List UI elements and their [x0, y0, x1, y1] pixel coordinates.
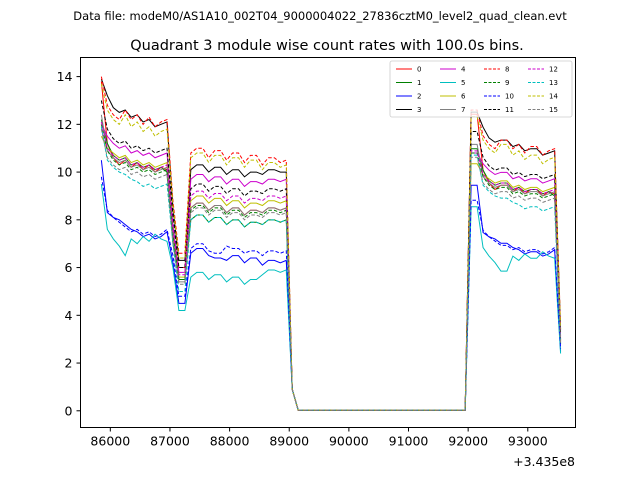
- y-tick-label: 12: [57, 117, 73, 132]
- y-axis: 0 2 4 6 8 10 12 14: [57, 69, 81, 418]
- series-line-15: [100, 129, 562, 411]
- series-line-13: [100, 126, 562, 411]
- legend-label-1: 1: [417, 79, 421, 87]
- data-file-header: Data file: modeM0/AS1A10_002T04_90000040…: [73, 9, 567, 23]
- x-tick-label: 93000: [508, 434, 548, 449]
- legend-label-5: 5: [461, 79, 465, 87]
- series-line-8: [100, 76, 562, 411]
- y-tick-label: 2: [65, 356, 73, 371]
- series-line-14: [100, 83, 562, 411]
- legend-label-12: 12: [549, 66, 558, 74]
- series-line-6: [100, 136, 562, 411]
- legend-frame: [389, 60, 573, 118]
- series-line-2: [100, 160, 562, 411]
- legend-label-14: 14: [549, 93, 558, 101]
- series-line-3: [100, 78, 562, 411]
- series-line-5: [100, 183, 562, 411]
- x-offset-label: +3.435e8: [513, 454, 575, 469]
- y-tick-label: 10: [57, 165, 73, 180]
- legend-label-0: 0: [417, 66, 421, 74]
- legend-label-3: 3: [417, 106, 421, 114]
- series-line-7: [100, 114, 562, 411]
- x-tick-label: 89000: [269, 434, 309, 449]
- legend-label-11: 11: [505, 106, 514, 114]
- series-layer: [100, 76, 562, 411]
- series-line-9: [100, 124, 562, 411]
- x-tick-label: 86000: [90, 434, 130, 449]
- legend-label-7: 7: [461, 106, 465, 114]
- plot-area: [80, 57, 576, 428]
- series-line-4: [100, 124, 562, 411]
- x-tick-label: 88000: [210, 434, 250, 449]
- y-tick-label: 4: [65, 308, 73, 323]
- x-tick-label: 90000: [329, 434, 369, 449]
- series-line-11: [100, 100, 562, 411]
- x-tick-label: 91000: [389, 434, 429, 449]
- x-tick-label: 92000: [448, 434, 488, 449]
- y-tick-label: 6: [65, 260, 73, 275]
- y-tick-label: 8: [65, 212, 73, 227]
- y-tick-label: 0: [65, 403, 73, 418]
- legend-label-15: 15: [549, 106, 558, 114]
- legend-label-6: 6: [461, 93, 466, 101]
- chart-title: Quadrant 3 module wise count rates with …: [130, 38, 524, 54]
- legend-label-13: 13: [549, 79, 558, 87]
- legend-label-4: 4: [461, 66, 466, 74]
- legend-label-2: 2: [417, 93, 421, 101]
- series-line-10: [100, 176, 562, 411]
- x-axis: 86000 87000 88000 89000 90000 91000 92000 93000: [90, 427, 548, 449]
- legend-label-9: 9: [505, 79, 509, 87]
- legend-label-8: 8: [505, 66, 509, 74]
- legend-label-10: 10: [505, 93, 514, 101]
- x-tick-label: 87000: [150, 434, 190, 449]
- series-line-12: [100, 121, 562, 411]
- plot-frame: [80, 57, 576, 428]
- y-tick-label: 14: [57, 69, 73, 84]
